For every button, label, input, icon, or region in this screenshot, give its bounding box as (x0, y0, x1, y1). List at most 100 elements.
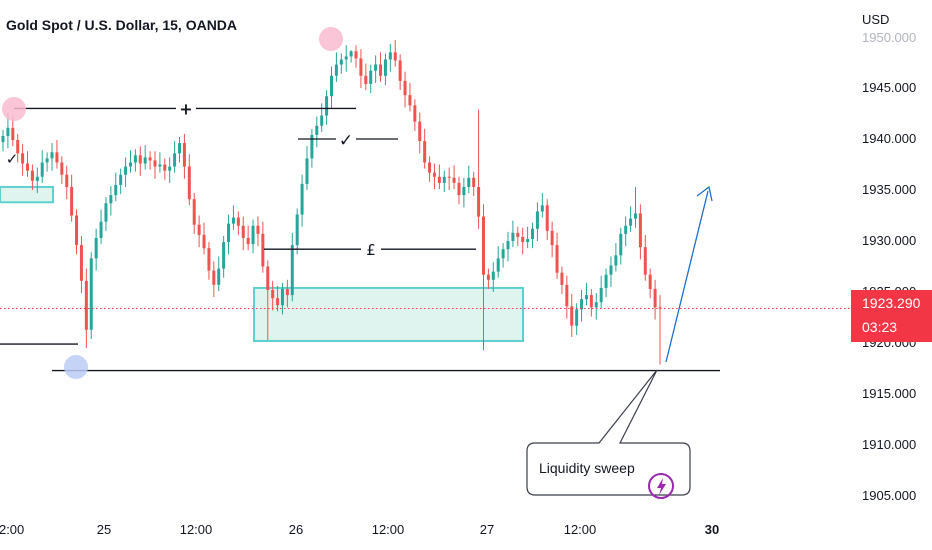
candle-body (467, 177, 471, 187)
candles (1, 40, 662, 365)
candle-body (398, 60, 402, 81)
candle-body (565, 284, 569, 307)
x-tick-label: 26 (289, 522, 303, 537)
projection-arrow-line (665, 190, 709, 363)
candle-body (545, 205, 549, 231)
y-tick-label: 1915.000 (862, 386, 916, 401)
candle-body (658, 307, 662, 309)
candle-body (280, 288, 284, 306)
candle-body (187, 166, 191, 200)
candle-body (168, 166, 172, 171)
candle-body (109, 195, 113, 204)
candle-body (192, 199, 196, 225)
candle-body (325, 96, 329, 116)
candle-body (315, 125, 319, 135)
last-price-value: 1923.290 (862, 295, 921, 311)
candle-body (148, 157, 152, 161)
candle-body (589, 295, 593, 308)
check-mask (336, 130, 356, 149)
candle-body (560, 272, 564, 285)
candle-body (26, 163, 30, 171)
zone-main (253, 286, 524, 342)
currency-label: USD (862, 12, 890, 27)
candle-body (227, 223, 231, 243)
candle-body (403, 80, 407, 96)
candle-body (119, 174, 123, 185)
x-tick-label: 12:00 (180, 522, 213, 537)
candle-body (138, 155, 142, 164)
candle-body (290, 245, 294, 296)
x-tick-label: 12:00 (372, 522, 405, 537)
x-tick-label: 27 (480, 522, 494, 537)
candle-body (452, 177, 456, 183)
candle-body (310, 134, 314, 159)
x-tick-label: 30 (705, 522, 719, 537)
candle-body (222, 242, 226, 269)
candle-body (531, 228, 535, 239)
swing-high-dot (2, 97, 26, 121)
candle-body (388, 52, 392, 60)
candle-body (261, 233, 265, 267)
candle-body (128, 162, 132, 167)
candle-body (369, 70, 373, 84)
candle-body (526, 238, 530, 243)
candle-body (276, 298, 280, 306)
candle-body (614, 255, 618, 266)
candle-body (511, 232, 515, 242)
candle-body (555, 245, 559, 273)
last-price-tag: 1923.290 03:23 (851, 290, 932, 342)
candle-body (55, 152, 59, 163)
candle-body (89, 258, 93, 330)
x-tick-label: 12:00 (0, 522, 24, 537)
candle-body (285, 288, 289, 296)
y-tick-label: 1910.000 (862, 437, 916, 452)
candle-body (271, 289, 275, 299)
candle-body (428, 162, 432, 173)
candle-body (491, 271, 495, 280)
candle-body (437, 176, 441, 183)
candle-body (383, 59, 387, 76)
check-marker-left: ✓ (6, 150, 19, 168)
y-tick-label: 1950.000 (862, 30, 916, 45)
pound-mask (361, 240, 381, 259)
candle-body (379, 64, 383, 76)
candle-body (1, 135, 5, 143)
y-tick-label: 1930.000 (862, 233, 916, 248)
candle-body (251, 225, 255, 245)
candle-body (481, 216, 485, 275)
candle-body (599, 287, 603, 303)
candle-body (624, 225, 628, 234)
candle-body (197, 224, 201, 235)
candle-body (143, 157, 147, 164)
candle-body (349, 51, 353, 57)
candle-body (619, 233, 623, 256)
pound-marker: £ (366, 241, 376, 259)
bar-countdown: 03:23 (862, 319, 898, 335)
swing-low-dot (64, 355, 88, 379)
candle-body (486, 274, 490, 280)
candle-body (212, 270, 216, 285)
candle-body (432, 172, 436, 177)
candle-body (40, 162, 44, 177)
axis-mask (850, 28, 932, 44)
zone-left (0, 185, 54, 204)
candle-body (604, 274, 608, 288)
candle-body (99, 221, 103, 238)
candle-body (295, 214, 299, 246)
candle-body (173, 153, 177, 167)
candle-body (236, 217, 240, 226)
candle-body (506, 241, 510, 250)
candle-body (241, 225, 245, 238)
candle-body (408, 95, 412, 106)
candle-body (442, 176, 446, 183)
candle-body (633, 213, 637, 219)
candle-body (550, 230, 554, 246)
candle-body (11, 127, 15, 141)
lightning-icon-bolt (657, 478, 666, 495)
candle-body (202, 234, 206, 249)
candle-body (305, 158, 309, 184)
candle-body (70, 186, 74, 216)
candle-body (648, 274, 652, 289)
check-marker: ✓ (339, 131, 353, 151)
